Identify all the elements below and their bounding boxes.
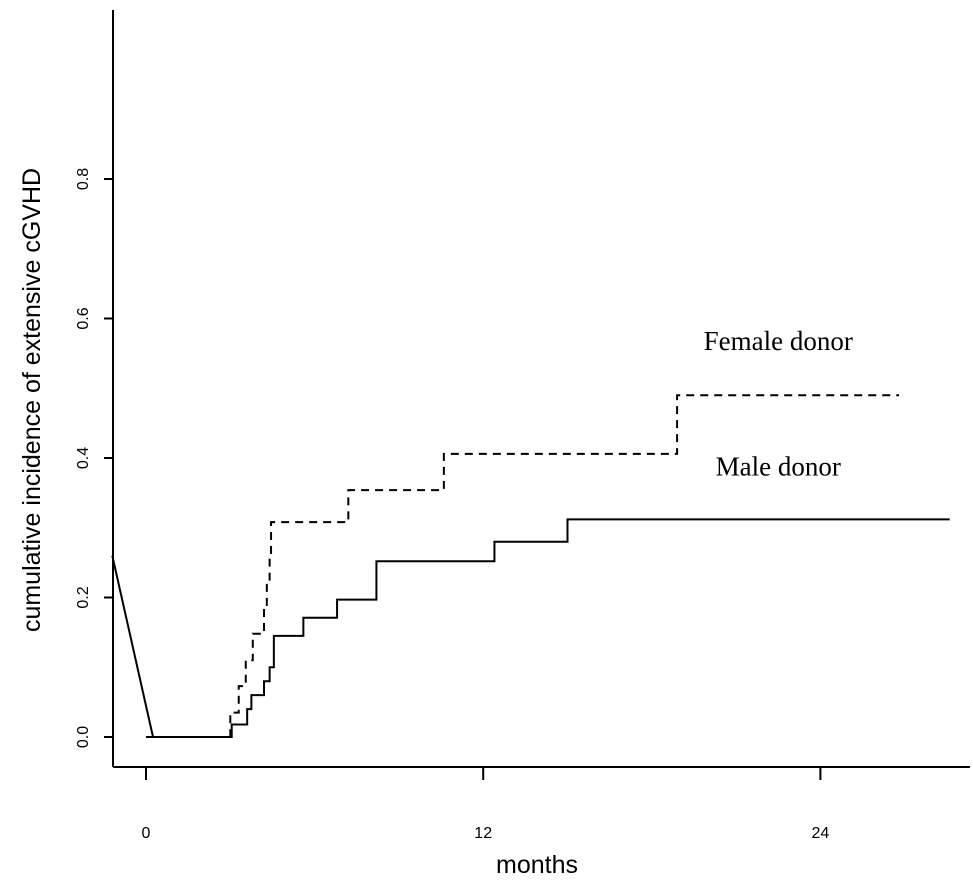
y-tick-label: 0.4 xyxy=(75,447,92,469)
x-tick-label: 0 xyxy=(142,825,151,842)
axes xyxy=(112,10,970,768)
annotation-layer: Female donor Male donor xyxy=(704,326,853,482)
x-ticks: 0 12 24 xyxy=(142,767,830,842)
y-axis-title: cumulative incidence of extensive cGVHD xyxy=(18,168,46,632)
initial-segment xyxy=(111,555,155,738)
y-ticks: 0.0 0.2 0.4 0.6 0.8 xyxy=(75,168,113,748)
series-layer xyxy=(111,394,950,738)
y-tick-label: 0.0 xyxy=(75,726,92,748)
y-tick-label: 0.2 xyxy=(75,586,92,608)
annotation-label: Female donor xyxy=(704,326,853,356)
series-line-female-donor xyxy=(146,394,900,738)
x-tick-label: 12 xyxy=(474,825,492,842)
y-tick-label: 0.6 xyxy=(75,307,92,329)
x-axis-title: months xyxy=(496,851,578,879)
y-tick-label: 0.8 xyxy=(75,168,92,190)
annotation-label: Male donor xyxy=(716,451,841,481)
series-line-male-donor xyxy=(146,518,950,738)
x-tick-label: 24 xyxy=(812,825,830,842)
